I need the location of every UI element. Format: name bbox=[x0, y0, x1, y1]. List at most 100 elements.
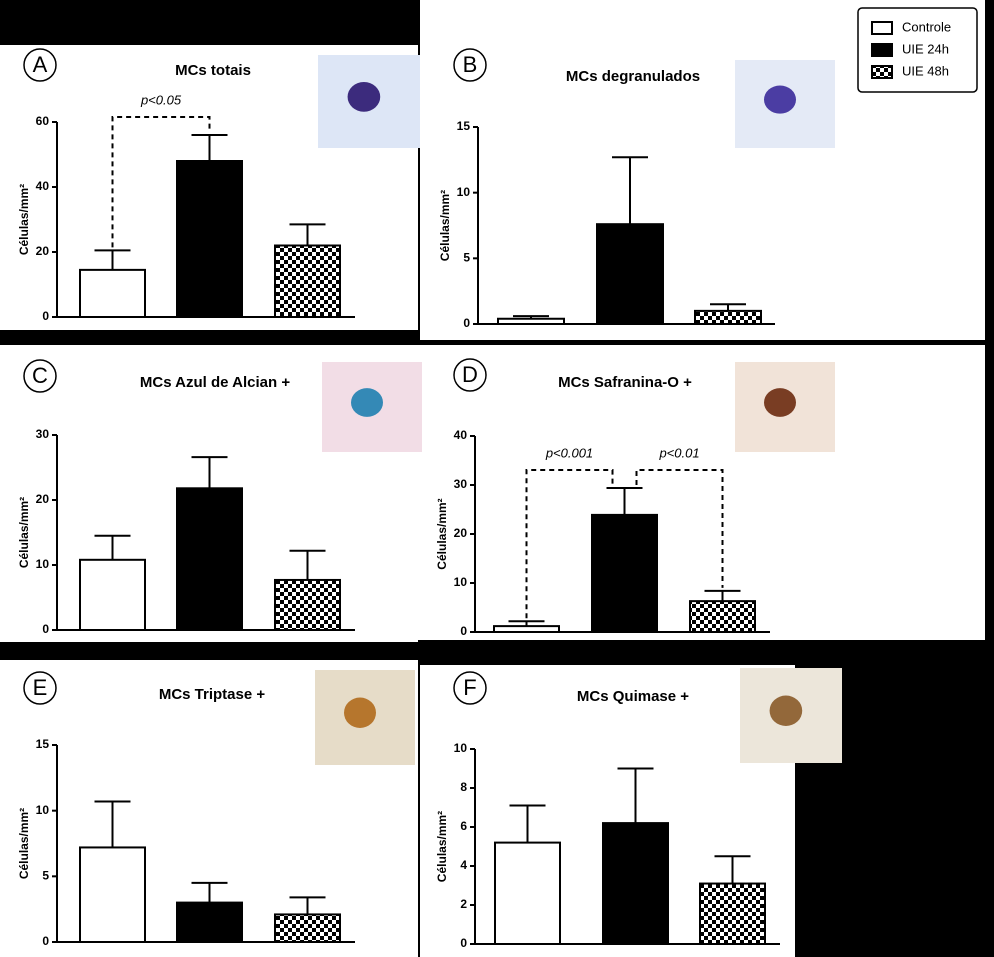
panel-circle bbox=[23, 48, 57, 82]
error-bar bbox=[94, 800, 131, 848]
error-bar bbox=[289, 549, 326, 580]
bar bbox=[694, 309, 762, 326]
error-bar bbox=[710, 303, 746, 311]
y-tick-label: 60 bbox=[36, 114, 50, 128]
bar bbox=[176, 160, 243, 318]
error-bar bbox=[94, 534, 131, 560]
panel-letter: D bbox=[462, 362, 478, 387]
bar bbox=[79, 268, 146, 318]
error-bar bbox=[704, 589, 741, 602]
y-tick-label: 30 bbox=[454, 477, 468, 491]
panel-letter: C bbox=[32, 363, 48, 388]
y-tick-label: 5 bbox=[42, 869, 49, 883]
bar bbox=[699, 882, 766, 945]
panel-letter: F bbox=[463, 675, 476, 700]
error-bar bbox=[289, 223, 326, 246]
panel-circle bbox=[453, 671, 487, 705]
error-bar bbox=[289, 896, 326, 915]
legend-label: UIE 24h bbox=[902, 41, 949, 56]
bar bbox=[596, 223, 664, 325]
significance-label: p<0.01 bbox=[658, 445, 699, 460]
y-tick-label: 20 bbox=[36, 244, 50, 258]
bar bbox=[689, 600, 756, 634]
bar bbox=[494, 841, 561, 945]
bar bbox=[493, 625, 560, 633]
micrograph-cell bbox=[351, 388, 383, 417]
error-bar bbox=[191, 134, 228, 161]
significance-label: p<0.05 bbox=[140, 92, 182, 107]
legend-label: UIE 48h bbox=[902, 63, 949, 78]
y-tick-label: 0 bbox=[42, 309, 49, 323]
panel-letter: E bbox=[33, 675, 48, 700]
y-tick-label: 20 bbox=[36, 492, 50, 506]
panel-letter: B bbox=[463, 52, 478, 77]
chart-title: MCs degranulados bbox=[566, 68, 700, 85]
panel-circle bbox=[23, 671, 57, 705]
panel-circle bbox=[23, 359, 57, 393]
legend-swatch bbox=[871, 21, 893, 35]
y-tick-label: 10 bbox=[454, 575, 468, 589]
bar bbox=[591, 513, 658, 634]
bar bbox=[79, 846, 146, 943]
micrograph-cell bbox=[347, 81, 381, 112]
y-tick-label: 10 bbox=[454, 741, 468, 755]
micrograph-cell bbox=[764, 388, 796, 417]
y-tick-label: 10 bbox=[36, 557, 50, 571]
y-tick-label: 0 bbox=[42, 622, 49, 636]
bar bbox=[176, 487, 243, 631]
chart-title: MCs Quimase + bbox=[577, 688, 689, 705]
y-tick-label: 20 bbox=[454, 526, 468, 540]
y-tick-label: 15 bbox=[457, 119, 471, 133]
chart-title: MCs Triptase + bbox=[159, 686, 266, 703]
y-tick-label: 0 bbox=[42, 934, 49, 948]
panel-circle bbox=[453, 358, 487, 392]
y-tick-label: 2 bbox=[460, 897, 467, 911]
legend-swatch bbox=[871, 43, 893, 57]
y-tick-label: 40 bbox=[454, 428, 468, 442]
error-bar bbox=[612, 156, 648, 225]
chart-title: MCs totais bbox=[175, 62, 251, 79]
panel-letter: A bbox=[33, 52, 48, 77]
y-axis-label: Células/mm² bbox=[17, 497, 31, 568]
bar bbox=[602, 822, 669, 945]
bar bbox=[497, 317, 565, 326]
panel-circle bbox=[453, 48, 487, 82]
error-bar bbox=[508, 620, 545, 627]
y-axis-label: Células/mm² bbox=[435, 811, 449, 882]
error-bar bbox=[94, 249, 131, 270]
significance-label: p<0.001 bbox=[545, 445, 593, 460]
error-bar bbox=[617, 767, 654, 824]
y-tick-label: 10 bbox=[36, 803, 50, 817]
y-axis-label: Células/mm² bbox=[438, 190, 452, 261]
significance-bracket bbox=[635, 468, 724, 588]
bar bbox=[274, 578, 341, 632]
error-bar bbox=[606, 486, 643, 515]
micrograph-cell bbox=[769, 695, 803, 726]
y-tick-label: 0 bbox=[460, 624, 467, 638]
bar bbox=[274, 913, 341, 943]
y-axis-label: Células/mm² bbox=[435, 498, 449, 569]
y-tick-label: 6 bbox=[460, 819, 467, 833]
panel-bg bbox=[418, 345, 985, 640]
error-bar bbox=[714, 855, 751, 884]
y-tick-label: 10 bbox=[457, 185, 471, 199]
error-bar bbox=[509, 804, 546, 843]
micrograph-cell bbox=[764, 85, 796, 114]
error-bar bbox=[513, 315, 549, 319]
legend: Controle UIE 24h UIE 48h bbox=[857, 7, 978, 93]
micrograph-cell bbox=[344, 697, 376, 728]
y-tick-label: 0 bbox=[460, 936, 467, 950]
y-tick-label: 15 bbox=[36, 737, 50, 751]
bar bbox=[274, 244, 341, 318]
y-axis-label: Células/mm² bbox=[17, 808, 31, 879]
error-bar bbox=[191, 881, 228, 903]
y-tick-label: 8 bbox=[460, 780, 467, 794]
bar bbox=[79, 558, 146, 631]
significance-bracket bbox=[111, 116, 211, 248]
chart-title: MCs Azul de Alcian + bbox=[140, 374, 290, 391]
legend-label: Controle bbox=[902, 19, 951, 34]
y-tick-label: 5 bbox=[463, 251, 470, 265]
y-tick-label: 0 bbox=[463, 316, 470, 330]
y-tick-label: 40 bbox=[36, 179, 50, 193]
